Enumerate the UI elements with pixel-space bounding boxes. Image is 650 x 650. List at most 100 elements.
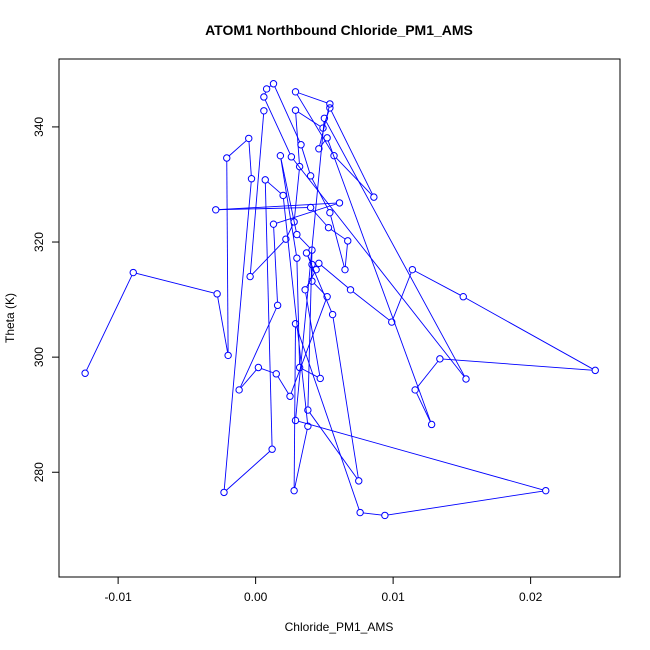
y-tick-label: 300 xyxy=(32,347,46,367)
data-point xyxy=(246,272,254,281)
series-segment xyxy=(323,110,330,126)
data-point xyxy=(381,511,389,520)
plot-frame xyxy=(58,58,621,578)
series-segment xyxy=(86,275,133,371)
data-point xyxy=(220,488,228,497)
series-segment xyxy=(414,270,461,296)
data-point xyxy=(304,406,312,414)
series-segment xyxy=(330,229,346,240)
series-segment xyxy=(330,215,345,267)
data-point xyxy=(262,85,271,93)
series-segment xyxy=(226,451,271,491)
series-segment xyxy=(280,158,297,256)
series-segment xyxy=(228,140,247,157)
series-segment xyxy=(465,297,593,370)
data-point xyxy=(295,363,304,372)
data-point xyxy=(306,172,315,180)
series-segment xyxy=(223,181,252,490)
data-point xyxy=(287,153,296,161)
x-axis-label: Chloride_PM1_AMS xyxy=(285,620,394,634)
series-segment xyxy=(330,110,373,195)
series-segment xyxy=(296,326,360,510)
data-point xyxy=(344,237,352,245)
x-tick-label: 0.00 xyxy=(244,590,268,604)
data-point xyxy=(297,141,305,149)
series-segment xyxy=(294,429,308,488)
y-tick-label: 280 xyxy=(32,462,46,482)
data-point xyxy=(129,268,137,277)
data-point xyxy=(324,223,333,232)
series-segment xyxy=(298,92,328,104)
series-segment xyxy=(392,272,412,320)
y-tick-label: 320 xyxy=(32,232,46,252)
chart-title: ATOM1 Northbound Chloride_PM1_AMS xyxy=(205,22,473,38)
series-segment xyxy=(264,99,291,155)
data-point xyxy=(335,199,344,207)
data-point xyxy=(315,145,323,153)
data-point xyxy=(308,260,316,269)
data-point xyxy=(326,104,334,112)
data-point xyxy=(308,277,316,285)
data-point xyxy=(462,375,470,383)
series-segment xyxy=(335,157,372,196)
series-segment xyxy=(352,291,390,321)
series-segment xyxy=(217,296,229,353)
data-point xyxy=(323,293,331,301)
x-tick-label: 0.02 xyxy=(519,590,543,604)
data-point xyxy=(261,176,269,184)
data-point xyxy=(291,320,300,328)
series-segment xyxy=(293,169,300,219)
data-point xyxy=(224,351,232,360)
data-point xyxy=(370,193,378,201)
data-point xyxy=(290,486,298,495)
data-point xyxy=(542,486,550,495)
series-segment xyxy=(302,368,318,378)
series-segment xyxy=(321,265,349,289)
series-segment xyxy=(280,158,297,232)
series-segment xyxy=(283,198,308,424)
series-segment xyxy=(296,94,333,154)
y-tick-label: 340 xyxy=(32,117,46,137)
series-segment xyxy=(327,140,431,422)
series-segment xyxy=(226,161,229,353)
series-segment xyxy=(416,361,439,388)
series-segment xyxy=(248,141,252,176)
series-segment xyxy=(274,86,301,143)
series-segment xyxy=(306,272,315,288)
series-segment xyxy=(297,111,321,127)
series-segment xyxy=(273,227,278,303)
series-segment xyxy=(249,113,265,274)
x-tick-label: -0.01 xyxy=(104,590,132,604)
data-point xyxy=(291,106,300,114)
data-point xyxy=(213,290,221,298)
data-point xyxy=(272,370,280,378)
data-point xyxy=(273,301,282,310)
data-point xyxy=(254,363,263,372)
series-segment xyxy=(276,203,337,224)
data-point xyxy=(427,420,436,429)
data-point xyxy=(436,355,444,363)
data-point xyxy=(312,265,320,274)
series-segment xyxy=(309,412,358,479)
series-segment xyxy=(307,253,313,407)
series-segment xyxy=(312,209,327,226)
data-point xyxy=(260,93,268,101)
series-segment xyxy=(325,120,465,377)
data-point xyxy=(295,162,304,171)
series-segment xyxy=(218,207,308,211)
series-segment xyxy=(298,420,543,491)
data-point xyxy=(459,293,467,301)
series-segment xyxy=(295,113,300,164)
series-segment xyxy=(136,272,215,294)
data-point xyxy=(260,107,268,115)
data-point xyxy=(235,386,243,394)
data-point xyxy=(323,134,331,142)
x-tick-label: 0.01 xyxy=(381,590,405,604)
series-segment xyxy=(298,236,311,249)
data-point xyxy=(286,392,294,400)
data-point xyxy=(291,88,300,96)
series-segment xyxy=(267,181,282,194)
data-point xyxy=(328,310,337,319)
data-point xyxy=(326,100,334,108)
